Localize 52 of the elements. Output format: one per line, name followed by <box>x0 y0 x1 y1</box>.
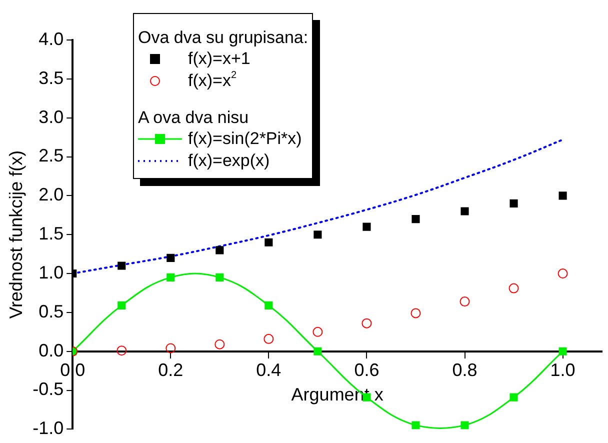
point <box>460 207 469 216</box>
point <box>410 308 421 318</box>
y-tick-label: 1.5 <box>38 224 64 244</box>
legend-label: f(x)=exp(x) <box>188 151 270 171</box>
annotation: A ova dva nisu <box>138 108 250 128</box>
y-tick-label: 2.0 <box>38 184 64 205</box>
legend-label: f(x)=x$^{2}$ <box>188 70 237 91</box>
point <box>312 326 323 337</box>
legend-label: f(x)=x+1 <box>188 49 250 69</box>
y-tick-label: 1.0 <box>38 262 64 282</box>
y-tick-label: -0.5 <box>32 379 64 400</box>
legend-title: Ova dva su grupisana: <box>138 28 308 48</box>
point <box>362 318 372 328</box>
point <box>264 334 274 344</box>
point <box>216 246 224 254</box>
y-axis-title: Vrednost funkcije f(x) <box>6 150 26 319</box>
point <box>412 214 420 224</box>
point <box>116 346 127 356</box>
x-tick-label: 0.2 <box>158 360 184 380</box>
point <box>166 343 176 354</box>
x-tick-label: 0.8 <box>452 360 478 380</box>
y-tick-label: 4.0 <box>38 28 64 49</box>
point <box>118 301 126 310</box>
y-tick-label: 0.0 <box>38 340 64 360</box>
point <box>264 301 273 310</box>
x-tick-label: 0.6 <box>354 360 380 380</box>
point <box>314 347 322 356</box>
y-tick-label: 2.5 <box>38 146 64 166</box>
point <box>166 254 175 262</box>
point <box>460 296 470 307</box>
legend-label: f(x)=sin(2*Pi*x) <box>188 129 302 149</box>
x-tick-label: 1.0 <box>550 360 576 380</box>
point <box>510 393 518 402</box>
point <box>558 347 567 356</box>
point <box>412 421 420 430</box>
y-tick-label: -1.0 <box>32 418 64 438</box>
point <box>214 339 225 350</box>
point <box>362 222 371 231</box>
point <box>510 199 518 208</box>
point <box>166 273 175 282</box>
y-tick-label: 3.5 <box>38 68 64 88</box>
point <box>216 273 224 282</box>
point <box>460 421 469 430</box>
y-tick-label: 3.0 <box>38 106 64 127</box>
point <box>118 262 126 270</box>
point <box>314 230 322 239</box>
point <box>264 238 273 246</box>
x-tick-label: 0.4 <box>256 360 282 380</box>
point <box>558 268 568 279</box>
point <box>508 283 519 294</box>
point <box>558 192 567 200</box>
y-tick-label: 0.5 <box>38 301 64 322</box>
